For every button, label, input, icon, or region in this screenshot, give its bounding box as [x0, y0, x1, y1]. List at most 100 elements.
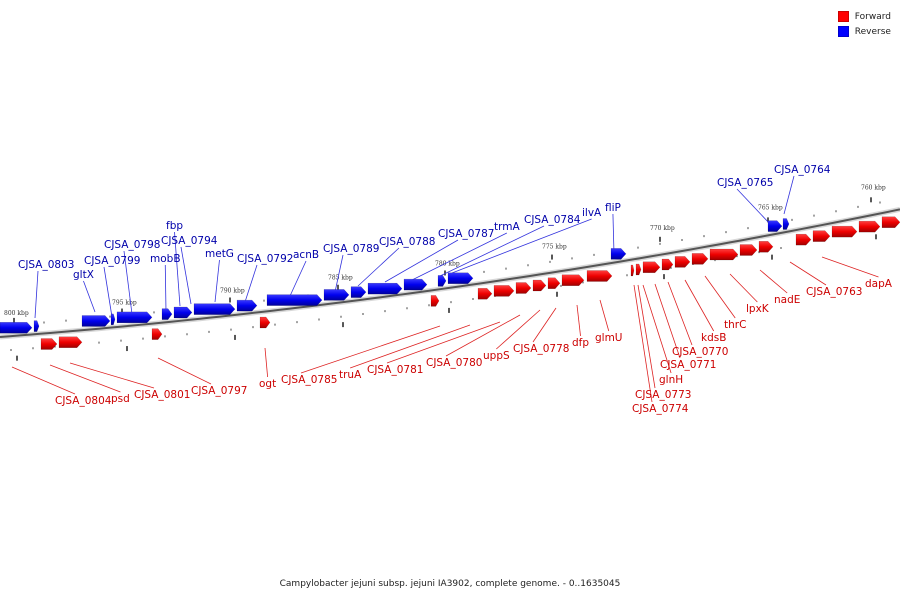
legend-item-reverse: Reverse — [837, 24, 891, 39]
gene-label-cjsa-0773[interactable]: CJSA_0773 — [635, 389, 691, 401]
leader-line — [289, 260, 307, 297]
leader-line — [350, 324, 471, 369]
leader-line — [384, 239, 459, 283]
leader-line — [264, 347, 269, 378]
leader-line — [103, 266, 113, 318]
forward-gene-arrow — [40, 338, 58, 350]
gene-label-upps[interactable]: uppS — [483, 350, 510, 362]
gene-label-cjsa-0778[interactable]: CJSA_0778 — [513, 343, 569, 355]
gene-label-glmu[interactable]: glmU — [595, 332, 623, 344]
forward-swatch — [837, 11, 849, 22]
gene-label-nade[interactable]: nadE — [774, 294, 800, 306]
gene-label-cjsa-0785[interactable]: CJSA_0785 — [281, 374, 337, 386]
leader-line — [34, 270, 39, 319]
gene-label-acnb[interactable]: acnB — [293, 249, 319, 261]
leader-line — [736, 188, 771, 225]
gene-label-cjsa-0780[interactable]: CJSA_0780 — [426, 357, 482, 369]
leader-line — [496, 309, 541, 350]
forward-gene-arrow — [151, 328, 163, 340]
gene-label-trma[interactable]: trmA — [494, 221, 520, 233]
gene-label-cjsa-0792[interactable]: CJSA_0792 — [237, 253, 293, 265]
gene-label-dfp[interactable]: dfp — [572, 337, 589, 349]
leader-line — [214, 259, 220, 303]
gene-label-flip[interactable]: fliP — [605, 202, 621, 214]
scale-tick-label: 780 kbp — [435, 260, 460, 267]
reverse-gene-arrow — [437, 275, 447, 287]
gene-label-cjsa-0774[interactable]: CJSA_0774 — [632, 403, 689, 415]
reverse-gene-arrow — [610, 248, 627, 260]
forward-gene-arrow — [493, 285, 515, 297]
gene-label-cjsa-0763[interactable]: CJSA_0763 — [806, 286, 862, 298]
leader-line — [789, 261, 827, 286]
gene-label-cjsa-0770[interactable]: CJSA_0770 — [672, 346, 728, 358]
scale-tick-label: 765 kbp — [758, 204, 783, 211]
gene-label-cjsa-0781[interactable]: CJSA_0781 — [367, 364, 423, 376]
gene-label-cjsa-0799[interactable]: CJSA_0799 — [84, 255, 140, 267]
gene-label-cjsa-0787[interactable]: CJSA_0787 — [438, 228, 494, 240]
gene-label-trua[interactable]: truA — [339, 369, 362, 381]
gene-label-metg[interactable]: metG — [205, 248, 234, 260]
gene-label-dapa[interactable]: dapA — [865, 278, 893, 290]
gene-label-ilva[interactable]: ilvA — [582, 207, 602, 219]
gene-label-lpxk[interactable]: lpxK — [746, 303, 770, 315]
leader-line — [729, 273, 758, 303]
gene-label-cjsa-0797[interactable]: CJSA_0797 — [191, 385, 247, 397]
gene-label-cjsa-0788[interactable]: CJSA_0788 — [379, 236, 435, 248]
gene-label-gltx[interactable]: gltX — [73, 269, 94, 281]
leader-line — [157, 357, 212, 385]
forward-gene-arrow — [259, 316, 271, 329]
reverse-gene-arrow — [173, 306, 193, 319]
scale-tick-label: 775 kbp — [542, 244, 567, 251]
reverse-gene-arrow — [110, 313, 116, 326]
reverse-gene-arrow — [0, 322, 33, 334]
gene-label-cjsa-0765[interactable]: CJSA_0765 — [717, 177, 773, 189]
gene-label-cjsa-0771[interactable]: CJSA_0771 — [660, 359, 716, 371]
forward-gene-arrow — [586, 270, 613, 282]
reverse-gene-arrow — [236, 299, 258, 312]
gene-label-cjsa-0794[interactable]: CJSA_0794 — [161, 235, 218, 247]
forward-gene-arrow — [739, 244, 758, 256]
legend: Forward Reverse — [837, 9, 891, 39]
reverse-gene-arrow — [350, 286, 367, 298]
gene-label-cjsa-0798[interactable]: CJSA_0798 — [104, 239, 160, 251]
gene-label-thrc[interactable]: thrC — [724, 319, 746, 331]
gene-label-glnh[interactable]: glnH — [659, 374, 683, 386]
forward-gene-arrow — [831, 225, 858, 238]
gene-label-cjsa-0764[interactable]: CJSA_0764 — [774, 164, 831, 176]
label-leader-lines — [11, 175, 879, 403]
gene-label-cjsa-0784[interactable]: CJSA_0784 — [524, 214, 581, 226]
reverse-gene-arrow — [161, 308, 173, 320]
gene-label-cjsa-0803[interactable]: CJSA_0803 — [18, 259, 74, 271]
gene-label-mobb[interactable]: mobB — [150, 253, 181, 265]
gene-label-fbp[interactable]: fbp — [166, 220, 183, 232]
scale-ticks: 800 kbp 795 kbp 790 kbp 785 kbp 780 kbp 775 k… — [0, 184, 892, 361]
forward-gene-arrow — [858, 220, 881, 233]
reverse-swatch — [837, 26, 849, 37]
leader-line — [409, 232, 508, 282]
leader-line — [451, 218, 592, 274]
leader-line — [684, 279, 715, 332]
reverse-gene-arrow — [266, 294, 323, 306]
gene-label-kdsb[interactable]: kdsB — [701, 332, 726, 344]
forward-gene-arrow — [630, 264, 635, 277]
gene-label-psd[interactable]: psd — [111, 393, 130, 405]
leader-line — [439, 225, 545, 277]
forward-gene-arrow — [430, 295, 440, 307]
scale-tick-label: 760 kbp — [861, 184, 886, 191]
gene-label-cjsa-0804[interactable]: CJSA_0804 — [55, 395, 112, 407]
forward-gene-arrow — [795, 233, 812, 246]
gene-label-cjsa-0789[interactable]: CJSA_0789 — [323, 243, 379, 255]
reverse-gene-arrow — [767, 220, 783, 232]
forward-gene-arrow — [674, 256, 691, 268]
leader-line — [83, 280, 96, 313]
gene-label-ogt[interactable]: ogt — [259, 378, 276, 390]
leader-line — [244, 264, 258, 303]
reverse-gene-arrow — [367, 282, 403, 295]
gene-label-cjsa-0801[interactable]: CJSA_0801 — [134, 389, 190, 401]
scale-tick-label: 785 kbp — [328, 275, 353, 282]
leader-line — [180, 246, 192, 305]
leader-line — [174, 231, 181, 307]
forward-gene-arrow — [881, 216, 900, 228]
